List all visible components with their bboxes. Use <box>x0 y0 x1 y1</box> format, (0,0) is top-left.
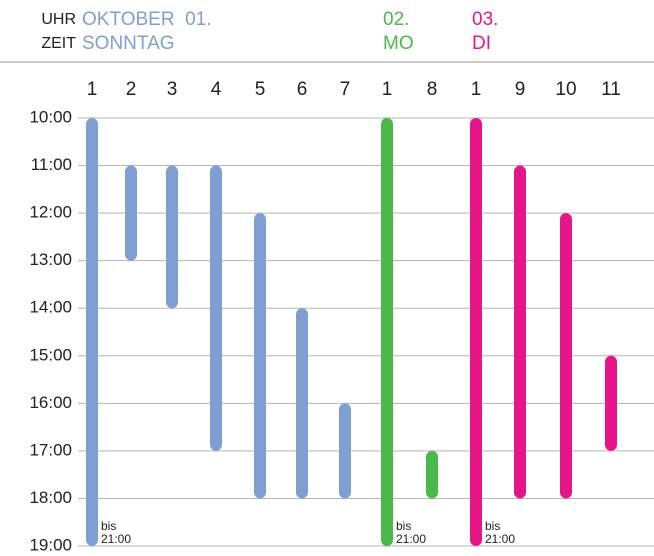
column-label: 6 <box>297 79 308 100</box>
y-tick-label: 10:00 <box>29 107 72 126</box>
y-tick-label: 13:00 <box>29 250 72 269</box>
y-tick-label: 19:00 <box>29 535 72 554</box>
y-tick-label: 11:00 <box>31 155 72 174</box>
y-tick-label: 14:00 <box>29 298 72 317</box>
column-label: 1 <box>382 79 393 100</box>
column-label: 3 <box>167 79 178 100</box>
y-tick-label: 18:00 <box>29 488 72 507</box>
column-label: 4 <box>211 79 222 100</box>
group-date: OKTOBER 01. <box>82 9 212 30</box>
y-tick-label: 12:00 <box>29 203 72 222</box>
column-label: 11 <box>601 79 621 100</box>
y-tick-label: 15:00 <box>29 345 72 364</box>
group-day: SONNTAG <box>82 33 175 54</box>
range-bar <box>86 118 98 546</box>
range-bar <box>426 450 438 499</box>
range-bar <box>296 308 308 499</box>
group-date: 03. <box>472 9 498 30</box>
bar-note: bis 21:00 <box>485 519 516 546</box>
range-bar <box>381 118 393 546</box>
range-bar <box>560 213 572 499</box>
column-label: 1 <box>87 79 98 100</box>
column-label: 2 <box>126 79 137 100</box>
column-label: 10 <box>555 79 576 100</box>
y-tick-label: 16:00 <box>29 393 72 412</box>
group-day: MO <box>383 33 414 54</box>
column-label: 8 <box>427 79 438 100</box>
range-bar <box>605 355 617 451</box>
range-bar <box>254 213 266 499</box>
range-bar <box>125 165 137 261</box>
range-bar <box>339 403 351 499</box>
bar-note: bis 21:00 <box>101 519 132 546</box>
bar-note: bis 21:00 <box>396 519 427 546</box>
range-bar <box>166 165 178 309</box>
y-tick-label: 17:00 <box>29 440 72 459</box>
group-date: 02. <box>383 9 409 30</box>
header-bottom: ZEIT <box>41 35 76 52</box>
group-day: DI <box>472 33 491 54</box>
header-top: UHR <box>41 11 76 28</box>
column-label: 9 <box>515 79 526 100</box>
range-bar <box>210 165 222 451</box>
range-bar <box>470 118 482 546</box>
range-bar <box>514 165 526 499</box>
column-label: 7 <box>340 79 351 100</box>
column-label: 5 <box>255 79 266 100</box>
column-label: 1 <box>471 79 482 100</box>
